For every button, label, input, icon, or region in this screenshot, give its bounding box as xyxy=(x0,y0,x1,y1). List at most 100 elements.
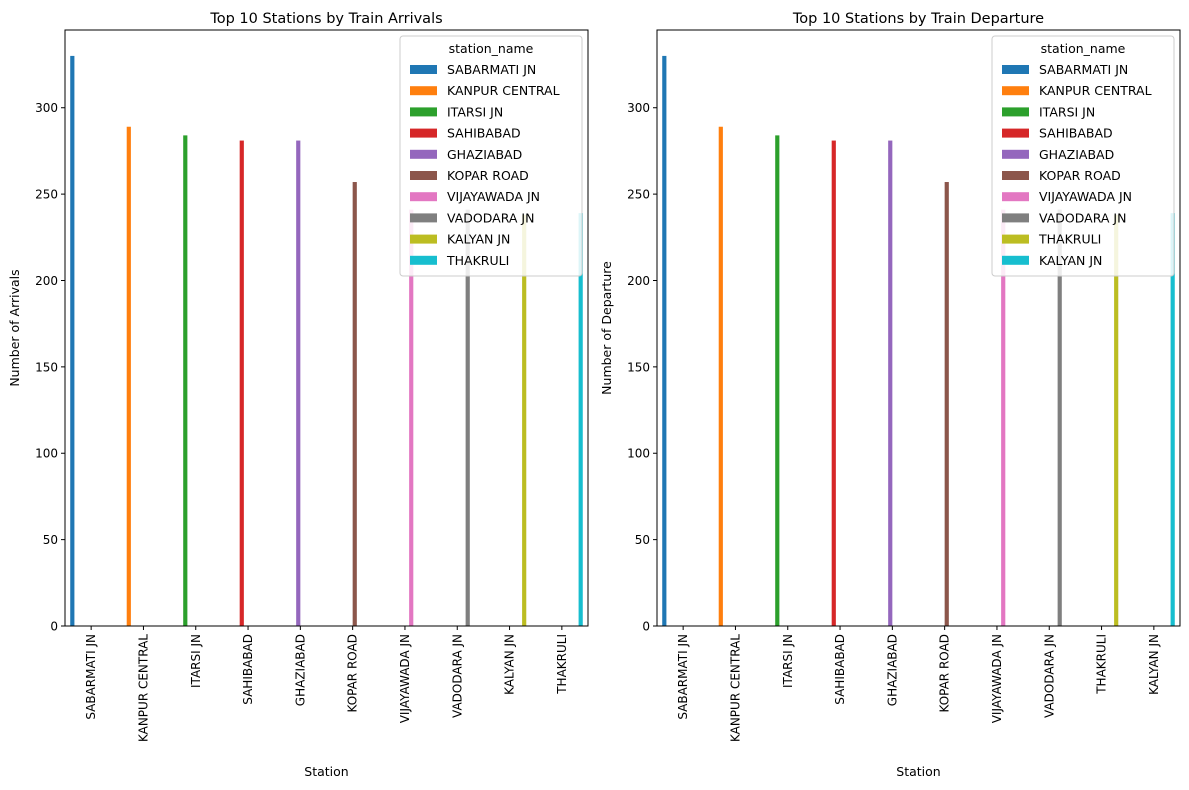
legend-entry: KOPAR ROAD xyxy=(447,168,529,183)
y-axis-label: Number of Arrivals xyxy=(7,269,22,386)
chart-title: Top 10 Stations by Train Departure xyxy=(792,11,1044,27)
legend-swatch xyxy=(1002,86,1029,96)
legend-entry: SAHIBABAD xyxy=(447,126,521,141)
legend-entry: KALYAN JN xyxy=(1039,253,1102,268)
legend-swatch xyxy=(410,86,437,96)
legend-entry: SABARMATI JN xyxy=(447,62,536,77)
y-tick-label: 300 xyxy=(35,101,58,115)
bar xyxy=(944,182,949,626)
legend-swatch xyxy=(410,107,437,117)
bar xyxy=(1001,209,1006,626)
legend-box xyxy=(991,35,1175,277)
bar xyxy=(352,182,357,626)
x-tick-label: SABARMATI JN xyxy=(676,634,690,720)
legend-swatch xyxy=(1002,149,1029,159)
y-tick-label: 150 xyxy=(35,360,58,374)
legend-entry: ITARSI JN xyxy=(447,104,503,119)
y-tick-label: 100 xyxy=(627,447,650,461)
legend-swatch xyxy=(410,149,437,159)
legend-swatch xyxy=(1002,128,1029,138)
x-tick-label: THAKRULI xyxy=(555,634,569,695)
y-tick-label: 250 xyxy=(627,188,650,202)
legend-entry: GHAZIABAD xyxy=(447,147,522,162)
y-axis-label: Number of Departure xyxy=(599,261,614,395)
x-axis-label: Station xyxy=(304,764,348,779)
legend-swatch xyxy=(410,171,437,180)
x-tick-label: VIJAYAWADA JN xyxy=(398,634,412,723)
legend-swatch xyxy=(410,128,437,138)
legend-entry: VADODARA JN xyxy=(447,210,534,225)
departures-chart: Top 10 Stations by Train Departure 0 50 100… xyxy=(599,11,1181,779)
legend-entry: KANPUR CENTRAL xyxy=(447,83,560,98)
x-tick-label: KOPAR ROAD xyxy=(346,634,360,713)
legend-swatch xyxy=(1002,65,1029,74)
y-tick-label: 0 xyxy=(50,620,58,634)
legend-entry: GHAZIABAD xyxy=(1039,147,1114,162)
bar xyxy=(296,140,301,626)
y-tick-label: 200 xyxy=(35,274,58,288)
legend-entry: VIJAYAWADA JN xyxy=(1039,189,1132,204)
legend-swatch xyxy=(410,234,437,244)
y-tick-label: 50 xyxy=(635,533,650,547)
x-tick-label: KANPUR CENTRAL xyxy=(728,634,742,742)
bar xyxy=(888,140,893,626)
x-tick-label: ITARSI JN xyxy=(189,634,203,688)
bar xyxy=(183,135,188,626)
bar xyxy=(465,209,470,626)
legend-entry: KOPAR ROAD xyxy=(1039,168,1121,183)
y-tick-label: 300 xyxy=(627,101,650,115)
x-tick-label: VADODARA JN xyxy=(450,634,464,718)
y-tick-label: 150 xyxy=(627,360,650,374)
bar xyxy=(1114,214,1119,626)
legend-entry: THAKRULI xyxy=(446,253,509,268)
legend-title: station_name xyxy=(1041,41,1126,56)
legend-swatch xyxy=(410,192,437,202)
bar xyxy=(718,126,723,627)
x-tick-label: KOPAR ROAD xyxy=(938,634,952,713)
bar xyxy=(522,214,527,626)
plot-frame xyxy=(64,29,589,627)
y-tick-label: 0 xyxy=(642,620,650,634)
bar xyxy=(1170,213,1175,626)
y-tick-label: 250 xyxy=(35,188,58,202)
legend-swatch xyxy=(1002,107,1029,117)
legend-title: station_name xyxy=(449,41,534,56)
bar xyxy=(239,140,244,626)
legend-box xyxy=(399,35,583,277)
legend-entry: THAKRULI xyxy=(1038,232,1101,247)
legend-swatch xyxy=(410,255,437,265)
legend-swatch xyxy=(410,213,437,223)
plot-frame xyxy=(656,29,1181,627)
x-tick-label: SAHIBABAD xyxy=(833,634,847,705)
bar xyxy=(578,213,583,626)
x-tick-label: VIJAYAWADA JN xyxy=(990,634,1004,723)
x-tick-label: SAHIBABAD xyxy=(241,634,255,705)
legend-entry: SABARMATI JN xyxy=(1039,62,1128,77)
bar xyxy=(70,55,75,627)
x-tick-label: GHAZIABAD xyxy=(885,634,899,706)
bar xyxy=(1057,209,1062,626)
bar xyxy=(775,135,780,626)
x-tick-label: SABARMATI JN xyxy=(84,634,98,720)
y-tick-label: 100 xyxy=(35,447,58,461)
x-tick-label: ITARSI JN xyxy=(781,634,795,688)
legend-swatch xyxy=(1002,171,1029,180)
bar xyxy=(126,126,131,627)
legend-entry: ITARSI JN xyxy=(1039,104,1095,119)
legend-swatch xyxy=(1002,234,1029,244)
x-tick-label: KALYAN JN xyxy=(1147,634,1161,695)
legend-entry: KANPUR CENTRAL xyxy=(1039,83,1152,98)
chart-title: Top 10 Stations by Train Arrivals xyxy=(209,11,442,27)
legend-swatch xyxy=(410,65,437,74)
legend-swatch xyxy=(1002,255,1029,265)
y-tick-label: 50 xyxy=(43,533,58,547)
legend-entry: SAHIBABAD xyxy=(1039,126,1113,141)
bar xyxy=(662,55,667,627)
x-axis-label: Station xyxy=(896,764,940,779)
x-tick-label: KALYAN JN xyxy=(503,634,517,695)
x-tick-label: VADODARA JN xyxy=(1042,634,1056,718)
legend-entry: VIJAYAWADA JN xyxy=(447,189,540,204)
y-tick-label: 200 xyxy=(627,274,650,288)
